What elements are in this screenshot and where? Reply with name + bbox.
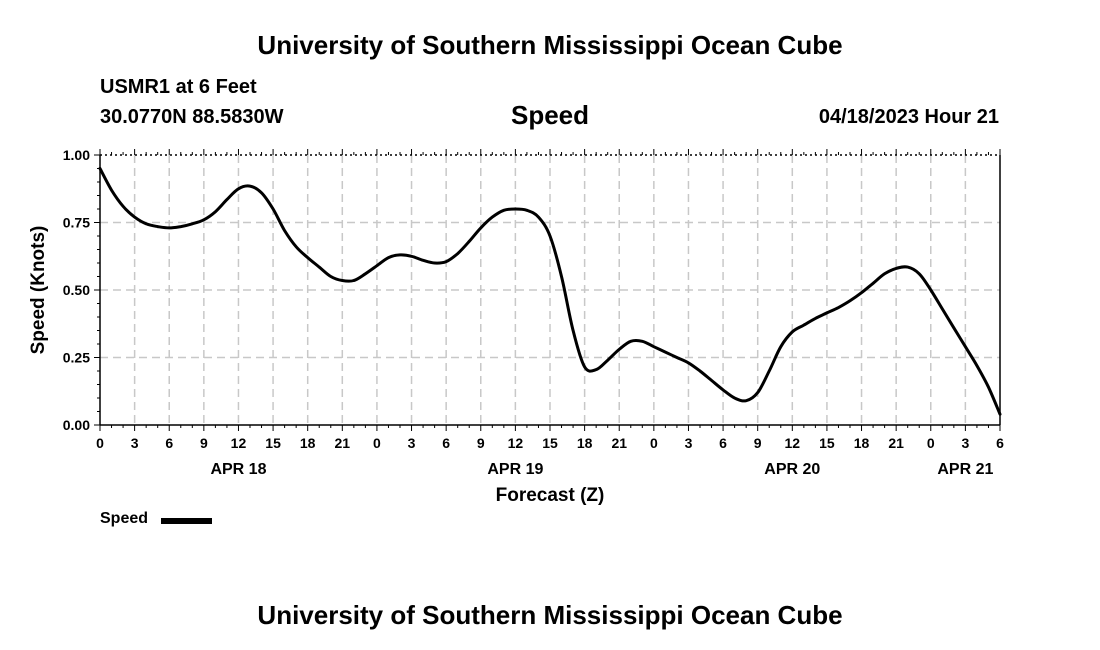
- coordinates-label: 30.0770N 88.5830W: [100, 106, 284, 128]
- x-tick-label: 21: [611, 435, 627, 451]
- legend-swatch: [161, 518, 212, 524]
- forecast-datetime: 04/18/2023 Hour 21: [818, 106, 999, 128]
- x-tick-label: 21: [888, 435, 904, 451]
- date-label: APR 19: [487, 461, 543, 478]
- page-title: University of Southern Mississippi Ocean…: [257, 30, 843, 60]
- x-tick-label: 15: [819, 435, 835, 451]
- y-tick-label: 0.00: [63, 417, 90, 433]
- x-tick-label: 0: [96, 435, 104, 451]
- station-label: USMR1 at 6 Feet: [100, 76, 257, 98]
- x-tick-label: 6: [165, 435, 173, 451]
- x-tick-label: 15: [265, 435, 281, 451]
- x-tick-label: 12: [508, 435, 524, 451]
- date-label: APR 21: [937, 461, 993, 478]
- x-tick-label: 3: [131, 435, 139, 451]
- x-tick-label: 0: [373, 435, 381, 451]
- x-tick-label: 18: [854, 435, 870, 451]
- x-axis-label: Forecast (Z): [496, 485, 605, 506]
- chart-title: Speed: [510, 100, 590, 130]
- x-tick-label: 0: [927, 435, 935, 451]
- date-label: APR 20: [764, 461, 820, 478]
- y-tick-label: 1.00: [63, 147, 90, 163]
- x-tick-label: 12: [231, 435, 247, 451]
- x-tick-label: 15: [542, 435, 558, 451]
- series-line-speed: [98, 167, 1002, 416]
- x-tick-label: 9: [754, 435, 762, 451]
- y-tick-label: 0.75: [63, 215, 90, 231]
- x-tick-label: 12: [785, 435, 801, 451]
- y-axis-label: Speed (Knots): [28, 226, 49, 355]
- x-tick-label: 6: [719, 435, 727, 451]
- date-label: APR 18: [210, 461, 266, 478]
- x-tick-label: 6: [996, 435, 1004, 451]
- x-tick-label: 6: [442, 435, 450, 451]
- x-tick-label: 9: [477, 435, 485, 451]
- footer-title: University of Southern Mississippi Ocean…: [257, 600, 843, 630]
- x-tick-label: 18: [300, 435, 316, 451]
- x-tick-label: 0: [650, 435, 658, 451]
- x-tick-label: 21: [335, 435, 351, 451]
- x-tick-label: 18: [577, 435, 593, 451]
- y-tick-label: 0.25: [63, 350, 90, 366]
- y-tick-label: 0.50: [63, 282, 90, 298]
- legend-label: Speed: [100, 510, 149, 527]
- x-tick-label: 3: [961, 435, 969, 451]
- x-tick-label: 9: [200, 435, 208, 451]
- x-tick-label: 3: [685, 435, 693, 451]
- x-tick-label: 3: [408, 435, 416, 451]
